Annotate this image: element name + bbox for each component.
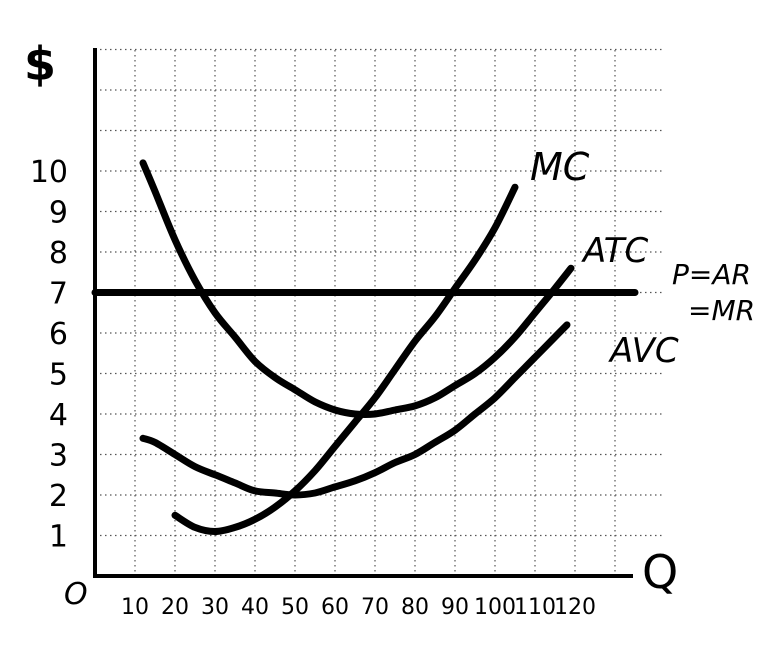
y-tick-label: 7: [49, 277, 68, 312]
x-tick-label: 90: [441, 595, 469, 620]
price-label-mr: =MR: [688, 294, 755, 327]
x-axis-title: Q: [642, 545, 678, 599]
y-tick-label: 8: [49, 236, 68, 271]
y-tick-label: 4: [49, 398, 68, 433]
axes: $ Q O: [24, 37, 678, 612]
x-tick-label: 30: [201, 595, 229, 620]
x-tick-label: 20: [161, 595, 189, 620]
y-tick-label: 2: [49, 479, 68, 514]
y-axis-title: $: [24, 37, 56, 91]
x-tick-label: 70: [361, 595, 389, 620]
y-tick-label: 1: [49, 520, 68, 555]
x-tick-label: 10: [121, 595, 149, 620]
avc-curve: [139, 321, 571, 499]
atc-label: ATC: [581, 231, 649, 271]
y-tick-label: 3: [49, 439, 68, 474]
origin-label: O: [64, 577, 88, 612]
x-tick-label: 40: [241, 595, 269, 620]
avc-label: AVC: [608, 331, 679, 371]
mc-label: MC: [530, 145, 590, 189]
series: [91, 159, 639, 535]
x-tick-label: 110: [514, 595, 556, 620]
mc-curve: [171, 183, 519, 535]
x-tick-label: 80: [401, 595, 429, 620]
y-tick-label: 9: [49, 196, 68, 231]
x-tick-label: 120: [554, 595, 596, 620]
atc-curve: [139, 159, 575, 419]
y-tick-label: 6: [49, 317, 68, 352]
y-tick-label: 5: [49, 358, 68, 393]
grid: [95, 48, 665, 576]
x-tick-label: 50: [281, 595, 309, 620]
series-labels: MC ATC AVC P=AR =MR: [530, 145, 755, 371]
y-tick-label: 10: [30, 155, 68, 190]
x-tick-label: 100: [474, 595, 516, 620]
x-tick-label: 60: [321, 595, 349, 620]
price-label: P=AR: [672, 258, 751, 291]
